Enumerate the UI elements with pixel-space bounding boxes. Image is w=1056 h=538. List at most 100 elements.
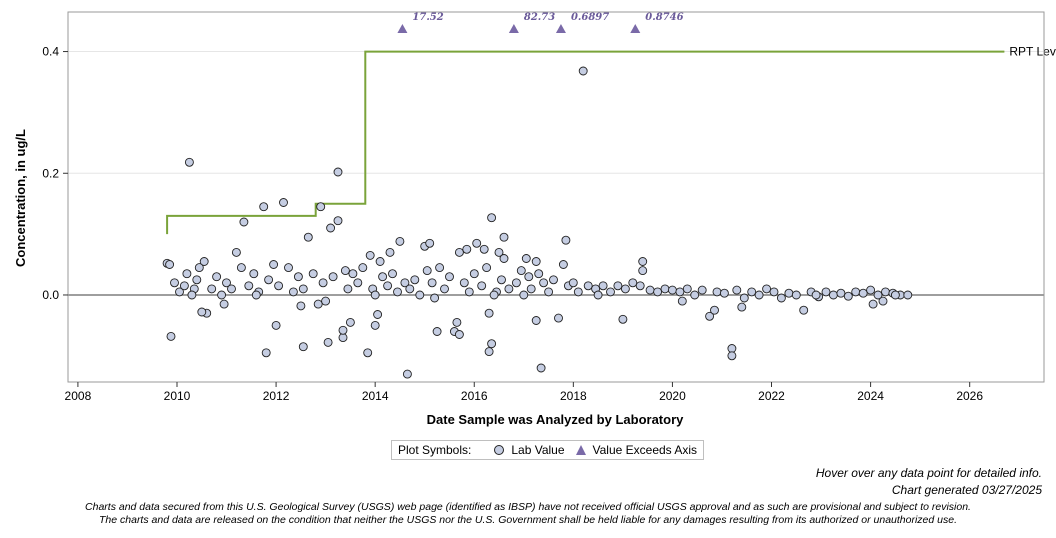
lab-value-point[interactable] <box>568 278 578 288</box>
lab-value-point[interactable] <box>487 339 497 349</box>
lab-value-point[interactable] <box>727 351 737 361</box>
lab-value-point[interactable] <box>762 284 772 294</box>
lab-value-point[interactable] <box>653 287 663 297</box>
lab-value-point[interactable] <box>296 301 306 311</box>
lab-value-point[interactable] <box>526 284 536 294</box>
lab-value-point[interactable] <box>489 290 499 300</box>
lab-value-point[interactable] <box>598 281 608 291</box>
lab-value-point[interactable] <box>427 278 437 288</box>
exceeds-axis-marker[interactable] <box>555 24 566 33</box>
lab-value-point[interactable] <box>739 293 749 303</box>
lab-value-point[interactable] <box>264 275 274 285</box>
lab-value-point[interactable] <box>197 307 207 317</box>
lab-value-point[interactable] <box>484 308 494 318</box>
lab-value-point[interactable] <box>313 299 323 309</box>
lab-value-point[interactable] <box>259 202 269 212</box>
lab-value-point[interactable] <box>338 333 348 343</box>
lab-value-point[interactable] <box>799 305 809 315</box>
lab-value-point[interactable] <box>494 247 504 257</box>
lab-value-point[interactable] <box>199 257 209 266</box>
lab-value-point[interactable] <box>425 238 435 248</box>
lab-value-point[interactable] <box>828 290 838 300</box>
lab-value-point[interactable] <box>184 157 194 167</box>
lab-value-point[interactable] <box>430 293 440 303</box>
lab-value-point[interactable] <box>477 281 487 291</box>
lab-value-point[interactable] <box>217 290 227 300</box>
lab-value-point[interactable] <box>293 272 303 282</box>
lab-value-point[interactable] <box>903 290 913 300</box>
lab-value-point[interactable] <box>791 290 801 300</box>
lab-value-point[interactable] <box>811 290 821 300</box>
lab-value-point[interactable] <box>878 296 888 306</box>
lab-value-point[interactable] <box>469 269 479 279</box>
lab-value-point[interactable] <box>732 285 742 295</box>
lab-value-point[interactable] <box>236 263 246 273</box>
lab-value-point[interactable] <box>776 293 786 303</box>
lab-value-point[interactable] <box>316 202 326 212</box>
lab-value-point[interactable] <box>710 305 719 315</box>
lab-value-point[interactable] <box>192 275 202 285</box>
lab-value-point[interactable] <box>737 302 747 312</box>
lab-value-point[interactable] <box>170 278 179 288</box>
lab-value-point[interactable] <box>422 266 432 276</box>
lab-value-point[interactable] <box>435 263 445 273</box>
lab-value-point[interactable] <box>472 238 482 248</box>
lab-value-point[interactable] <box>727 344 737 353</box>
lab-value-point[interactable] <box>690 290 700 300</box>
lab-value-point[interactable] <box>635 281 645 291</box>
lab-value-point[interactable] <box>353 278 363 288</box>
lab-value-point[interactable] <box>388 269 397 279</box>
lab-value-point[interactable] <box>620 284 630 294</box>
lab-value-point[interactable] <box>395 236 405 246</box>
lab-value-point[interactable] <box>373 310 383 319</box>
lab-value-point[interactable] <box>405 284 415 294</box>
lab-value-point[interactable] <box>677 296 687 306</box>
lab-value-point[interactable] <box>194 263 204 273</box>
lab-value-point[interactable] <box>544 287 554 297</box>
lab-value-point[interactable] <box>323 337 333 347</box>
lab-value-point[interactable] <box>851 287 861 297</box>
lab-value-point[interactable] <box>558 260 568 269</box>
lab-value-point[interactable] <box>269 260 279 269</box>
lab-value-point[interactable] <box>578 66 588 76</box>
lab-value-point[interactable] <box>606 287 615 297</box>
lab-value-point[interactable] <box>182 269 192 279</box>
lab-value-point[interactable] <box>618 314 628 324</box>
lab-value-point[interactable] <box>866 285 876 295</box>
lab-value-point[interactable] <box>383 281 393 291</box>
lab-value-point[interactable] <box>340 266 350 276</box>
lab-value-point[interactable] <box>303 232 313 242</box>
lab-value-point[interactable] <box>531 257 541 266</box>
lab-value-point[interactable] <box>836 288 846 298</box>
lab-value-point[interactable] <box>370 290 380 300</box>
lab-value-point[interactable] <box>479 244 489 254</box>
lab-value-point[interactable] <box>821 287 831 297</box>
lab-value-point[interactable] <box>504 284 514 294</box>
lab-value-point[interactable] <box>539 278 549 288</box>
lab-value-point[interactable] <box>274 281 284 291</box>
lab-value-point[interactable] <box>487 213 497 223</box>
lab-value-point[interactable] <box>593 290 603 300</box>
lab-value-point[interactable] <box>165 260 175 269</box>
lab-value-point[interactable] <box>464 287 474 297</box>
lab-value-point[interactable] <box>719 288 729 298</box>
lab-value-point[interactable] <box>454 330 464 339</box>
lab-value-point[interactable] <box>638 257 648 266</box>
lab-value-point[interactable] <box>754 290 764 300</box>
lab-value-point[interactable] <box>843 291 853 301</box>
lab-value-point[interactable] <box>338 325 348 335</box>
lab-value-point[interactable] <box>175 287 184 297</box>
lab-value-point[interactable] <box>484 347 494 357</box>
lab-value-point[interactable] <box>385 247 395 257</box>
exceeds-axis-marker[interactable] <box>630 24 641 33</box>
lab-value-point[interactable] <box>308 269 318 279</box>
lab-value-point[interactable] <box>365 250 375 260</box>
lab-value-point[interactable] <box>873 290 883 300</box>
lab-value-point[interactable] <box>561 235 571 245</box>
lab-value-point[interactable] <box>227 284 236 294</box>
lab-value-point[interactable] <box>348 269 358 279</box>
lab-value-point[interactable] <box>415 290 425 300</box>
lab-value-point[interactable] <box>393 287 402 297</box>
lab-value-point[interactable] <box>298 284 308 294</box>
lab-value-point[interactable] <box>333 167 343 177</box>
